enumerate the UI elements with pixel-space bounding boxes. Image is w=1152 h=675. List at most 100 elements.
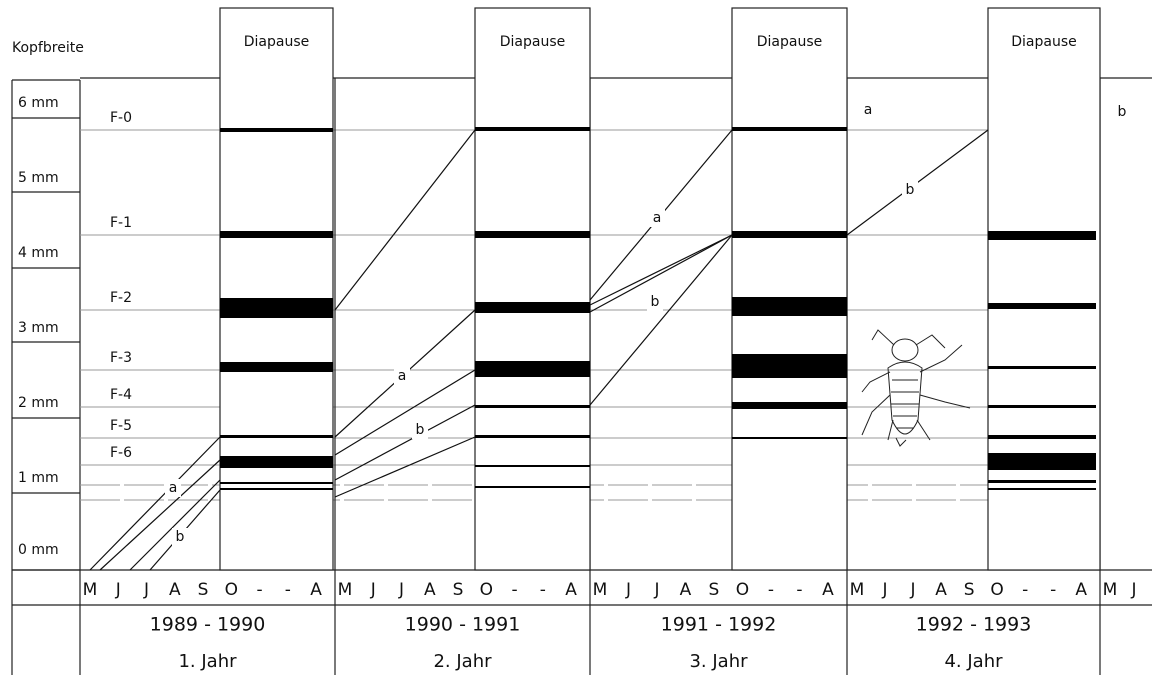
diapause-label: Diapause: [244, 34, 310, 50]
y-label: 4 mm: [18, 245, 59, 261]
stage-band: [732, 297, 847, 316]
stage-label: F-4: [110, 387, 132, 403]
trend-label: b: [416, 422, 425, 438]
month-label: A: [565, 580, 577, 600]
trend-label: a: [864, 102, 873, 118]
label-bg: [1114, 103, 1130, 121]
month-label: S: [453, 580, 464, 600]
stage-band: [988, 303, 1096, 309]
growth-line: [589, 234, 733, 406]
stage-band: [220, 488, 333, 490]
stage-band: [988, 366, 1096, 369]
year-number: 3. Jahr: [689, 651, 748, 672]
stage-band: [475, 361, 590, 377]
year-number: 2. Jahr: [433, 651, 492, 672]
y-label: 5 mm: [18, 170, 59, 186]
month-label: M: [1103, 580, 1118, 600]
month-label: M: [338, 580, 353, 600]
y-label: 2 mm: [18, 395, 59, 411]
stage-label: F-0: [110, 110, 132, 126]
month-label: O: [736, 580, 749, 600]
stage-label: F-2: [110, 290, 132, 306]
y-label: 1 mm: [18, 470, 59, 486]
month-label: A: [169, 580, 181, 600]
month-label: A: [935, 580, 947, 600]
growth-line: [129, 479, 221, 571]
month-label: M: [593, 580, 608, 600]
growth-line: [89, 436, 221, 571]
month-label: S: [198, 580, 209, 600]
stage-label: F-1: [110, 215, 132, 231]
stage-band: [475, 486, 590, 488]
stage-band: [732, 402, 847, 409]
month-label: O: [225, 580, 238, 600]
month-label: -: [1022, 580, 1028, 600]
month-label: A: [1075, 580, 1087, 600]
trend-label: a: [398, 368, 407, 384]
stage-band: [732, 437, 847, 439]
month-label: J: [625, 580, 631, 600]
label-bg: [902, 181, 918, 199]
stage-band: [220, 435, 333, 438]
stage-band: [220, 456, 333, 468]
stage-band: [220, 482, 333, 484]
stage-label: F-3: [110, 350, 132, 366]
year-label: 1992 - 1993: [916, 614, 1032, 636]
month-label: J: [143, 580, 149, 600]
month-label: -: [256, 580, 262, 600]
stage-band: [220, 362, 333, 372]
growth-line: [99, 459, 221, 571]
diapause-box: [731, 7, 848, 571]
stage-band: [475, 435, 590, 438]
month-label: M: [850, 580, 865, 600]
growth-line: [334, 436, 476, 498]
label-bg: [172, 528, 188, 546]
trend-label: b: [651, 294, 660, 310]
month-label: J: [1130, 580, 1136, 600]
growth-line: [334, 129, 476, 311]
stage-band: [475, 302, 590, 313]
stage-band: [732, 127, 847, 131]
month-label: -: [768, 580, 774, 600]
month-label: J: [882, 580, 888, 600]
stage-band: [220, 231, 333, 238]
stage-band: [988, 453, 1096, 470]
month-label: -: [1050, 580, 1056, 600]
month-label: O: [990, 580, 1003, 600]
year-label: 1990 - 1991: [405, 614, 521, 636]
label-bg: [860, 101, 876, 119]
stage-band: [988, 231, 1096, 240]
label-bg: [412, 421, 428, 439]
growth-line: [589, 234, 733, 306]
y-label: 6 mm: [18, 95, 59, 111]
stage-band: [988, 480, 1096, 483]
month-label: J: [398, 580, 404, 600]
stage-band: [475, 405, 590, 408]
label-bg: [649, 209, 665, 227]
month-label: S: [964, 580, 975, 600]
diapause-label: Diapause: [1011, 34, 1077, 50]
stage-band: [988, 435, 1096, 439]
stage-label: F-5: [110, 418, 132, 434]
month-label: J: [115, 580, 121, 600]
month-label: M: [83, 580, 98, 600]
month-label: A: [822, 580, 834, 600]
stage-band: [732, 354, 847, 378]
year-label: 1989 - 1990: [150, 614, 266, 636]
label-bg: [165, 479, 181, 497]
diapause-box: [987, 7, 1101, 571]
y-label: 0 mm: [18, 542, 59, 558]
diapause-label: Diapause: [757, 34, 823, 50]
month-label: -: [511, 580, 517, 600]
y-label: 3 mm: [18, 320, 59, 336]
month-label: -: [540, 580, 546, 600]
stage-band: [220, 298, 333, 318]
stage-band: [475, 127, 590, 131]
trend-label: b: [906, 182, 915, 198]
trend-label: b: [1118, 104, 1127, 120]
stage-band: [988, 405, 1096, 408]
year-number: 1. Jahr: [178, 651, 237, 672]
month-label: A: [424, 580, 436, 600]
month-label: J: [370, 580, 376, 600]
growth-line: [334, 369, 476, 456]
